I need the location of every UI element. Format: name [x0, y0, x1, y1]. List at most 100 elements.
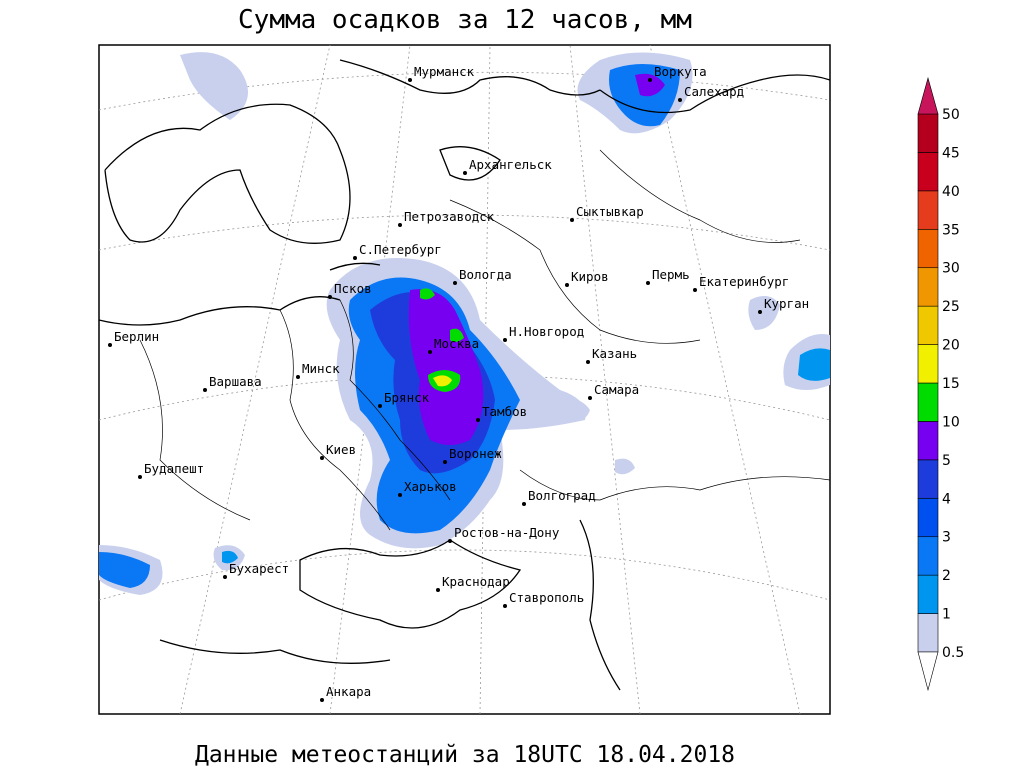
legend-swatch [917, 497, 939, 538]
coastlines [98, 59, 831, 691]
city-dot [428, 350, 432, 354]
city-dot [448, 539, 452, 543]
city-label: Екатеринбург [699, 274, 789, 289]
city-label: Анкара [326, 684, 371, 699]
city-dot [443, 460, 447, 464]
city-dot [570, 218, 574, 222]
city-label: Н.Новгород [509, 324, 584, 339]
city-dot [522, 502, 526, 506]
city-dot [378, 404, 382, 408]
legend-swatch [917, 421, 939, 461]
city-label: Салехард [684, 84, 744, 99]
city-dot [223, 575, 227, 579]
city-label: Варшава [209, 374, 262, 389]
city-dot [203, 388, 207, 392]
legend-swatch [917, 267, 939, 307]
city-label: Воронеж [449, 446, 502, 461]
legend-swatch [917, 305, 939, 345]
city-dot [503, 338, 507, 342]
city-label: Краснодар [442, 574, 510, 589]
city-label: Москва [434, 336, 479, 351]
city-label: Берлин [114, 329, 159, 344]
legend-label: 40 [942, 184, 960, 200]
legend-label: 25 [942, 299, 960, 315]
city-label: Будапешт [144, 461, 204, 476]
title: Сумма осадков за 12 часов, мм [238, 5, 692, 35]
city-label: Харьков [404, 479, 457, 494]
city-label: Ростов-на-Дону [454, 525, 560, 540]
city-dot [138, 475, 142, 479]
legend-swatch [917, 382, 939, 422]
city-label: Бухарест [229, 561, 289, 576]
city-dot [398, 493, 402, 497]
city-label: Минск [302, 361, 340, 376]
city-dot [296, 375, 300, 379]
city-label: Волгоград [528, 488, 596, 503]
footer-caption: Данные метеостанций за 18UTC 18.04.2018 [195, 742, 735, 768]
legend-swatch [917, 190, 939, 230]
legend-label: 15 [942, 376, 960, 392]
city-dot [678, 98, 682, 102]
legend-label: 1 [942, 607, 951, 623]
legend-label: 5 [942, 453, 951, 469]
legend-swatch [917, 613, 939, 653]
city-dot [648, 78, 652, 82]
city-dot [476, 418, 480, 422]
legend-label: 35 [942, 222, 960, 238]
legend-swatch [917, 113, 939, 153]
city-dot [646, 281, 650, 285]
city-dot [398, 223, 402, 227]
legend-label: 4 [942, 491, 951, 507]
legend-swatch [917, 459, 939, 499]
city-label: Тамбов [482, 404, 527, 419]
city-label: Пермь [652, 267, 690, 282]
city-dot [463, 171, 467, 175]
legend-swatch [917, 574, 939, 614]
legend-label: 2 [942, 568, 951, 584]
city-label: Вологда [459, 267, 512, 282]
city-dot [453, 281, 457, 285]
city-label: Архангельск [469, 157, 552, 172]
city-label: Мурманск [414, 64, 475, 79]
borders [139, 149, 831, 531]
legend-over [917, 76, 939, 115]
city-dot [353, 256, 357, 260]
legend-label: 0.5 [942, 645, 964, 661]
city-dot [320, 456, 324, 460]
city-label: Киев [326, 442, 356, 457]
city-label: Псков [334, 281, 372, 296]
legend-label: 3 [942, 530, 951, 546]
city-label: Казань [592, 346, 637, 361]
legend-swatch [917, 344, 939, 384]
legend-label: 50 [942, 107, 960, 123]
legend-swatch [917, 228, 939, 269]
city-dot [758, 310, 762, 314]
city-dot [320, 698, 324, 702]
legend-label: 30 [942, 261, 960, 277]
legend-label: 10 [942, 414, 960, 430]
city-label: С.Петербург [359, 242, 442, 257]
city-label: Сыктывкар [576, 204, 644, 219]
city-dot [588, 396, 592, 400]
legend-swatch [917, 536, 939, 576]
city-dot [565, 283, 569, 287]
city-dot [586, 360, 590, 364]
city-dot [693, 288, 697, 292]
city-labels: Мурманск Воркута Салехард Архангельск Петроз… [108, 64, 809, 702]
city-dot [108, 343, 112, 347]
city-label: Киров [571, 269, 609, 284]
map: Мурманск Воркута Салехард Архангельск Петроз… [98, 44, 831, 715]
legend-swatch [917, 152, 939, 192]
city-dot [436, 588, 440, 592]
city-label: Брянск [384, 390, 430, 405]
legend-label: 20 [942, 338, 960, 354]
city-label: Петрозаводск [404, 209, 495, 224]
legend-label: 45 [942, 145, 960, 161]
city-label: Самара [594, 382, 639, 397]
city-dot [503, 604, 507, 608]
city-label: Курган [764, 296, 809, 311]
city-label: Воркута [654, 64, 707, 79]
city-dot [408, 78, 412, 82]
